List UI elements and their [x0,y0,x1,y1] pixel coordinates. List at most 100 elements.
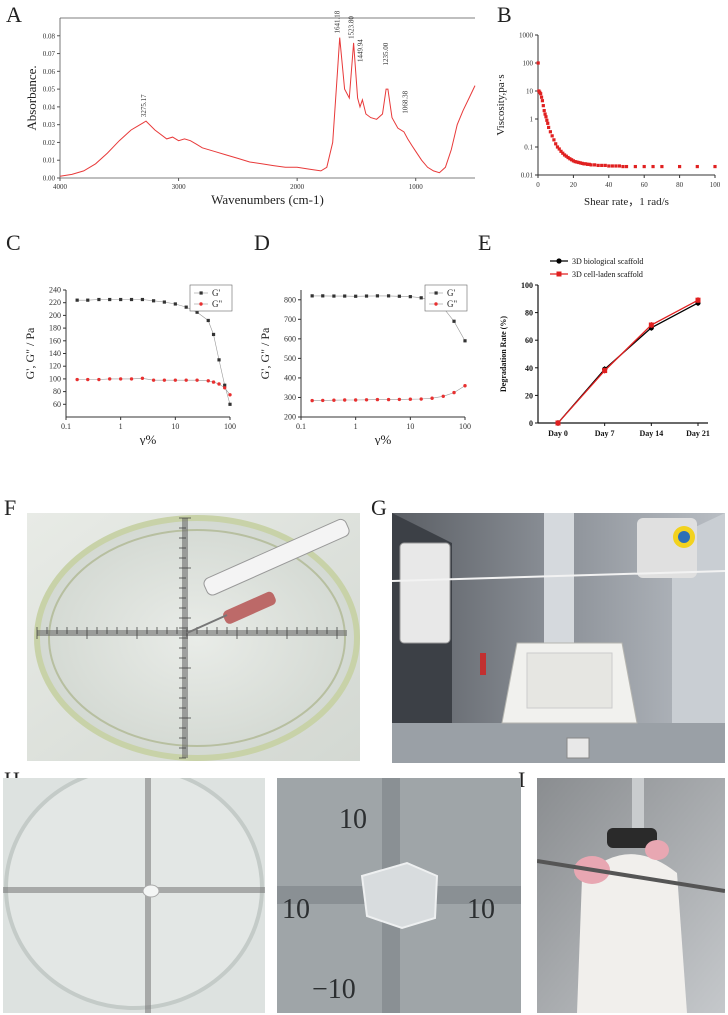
chart-c-y-tick-label: 200 [49,311,61,320]
chart-d-x-tick-label: 1 [354,422,358,431]
svg-text:10: 10 [282,894,310,925]
chart-e-legend-label: 3D cell-laden scaffold [572,270,643,279]
chart-a-y-tick-label: 0.02 [43,139,56,147]
chart-e-series-line [557,299,699,424]
chart-b-point [695,164,699,169]
chart-d-point-gprime [452,319,456,323]
chart-b-point [548,130,552,134]
chart-d-point-gprime [343,294,347,298]
panel-label-i: I [518,767,526,792]
chart-b-point [536,61,540,65]
photo-i-rat-stereotaxic [537,778,725,1013]
chart-e-y-tick-label: 100 [521,281,533,290]
chart-c-legend-marker [199,291,203,295]
chart-a-x-tick-label: 1000 [409,183,424,191]
chart-d-y-label: G', G" / Pa [258,327,272,379]
chart-e-degradation: 0 20 40 60 80 100 Day 0 Day 7 Day 14 Day 21 3D bio… [499,257,710,438]
chart-b-point [550,134,554,138]
chart-b-y-tick-label: 100 [523,60,534,68]
chart-b-point [587,162,591,166]
chart-e-point-cell-laden [555,420,561,426]
chart-b-point [547,125,551,130]
chart-c-point-gprime [173,302,177,306]
chart-b-point [539,95,544,99]
chart-d-x-tick-label: 100 [459,422,471,431]
chart-a-peak-label: 1449.94 [356,39,364,62]
panel-label-a: A [6,2,22,27]
chart-b-point [559,149,563,153]
chart-c-y-tick-label: 100 [49,374,61,383]
chart-b-point [580,161,584,165]
chart-c-point-gdoubleprime [173,378,178,382]
photo-i-illustration [537,778,725,1013]
chart-b-point [585,162,590,166]
chart-c-y-tick-label: 220 [49,298,61,307]
chart-c-point-gprime [228,402,232,406]
chart-a-x-tick-label: 4000 [53,183,68,191]
chart-b-point [544,115,548,119]
chart-e-point-cell-laden [602,368,608,374]
chart-d-modulus: 200 300 400 500 600 700 800 0.1 1 10 100 G'G" γ% G', … [258,284,471,445]
chart-a-y-tick-label: 0.06 [43,68,56,76]
photo-g-bioprinter-chamber [392,513,725,763]
chart-c-point-gprime [75,298,79,302]
chart-d-legend-label: G' [447,288,455,298]
chart-e-series-line [557,302,699,424]
chart-c-point-gdoubleprime [86,377,90,382]
chart-d-point-gdoubleprime [353,398,358,402]
chart-b-x-tick-label: 20 [570,181,578,189]
chart-b-point [561,151,565,155]
chart-b-point [633,164,637,169]
chart-c-point-gdoubleprime [129,377,134,381]
chart-c-point-gdoubleprime [162,378,167,382]
chart-c-point-gdoubleprime [211,380,216,384]
chart-d-legend-box [424,284,468,312]
chart-a-y-tick-label: 0.03 [43,121,56,129]
chart-b-viscosity: 0.01 0.1 1 10 100 1000 0 20 40 60 80 100 Shear rate，… [495,32,721,209]
chart-a-y-tick-label: 0.07 [43,50,56,58]
chart-c-point-gprime [151,299,156,303]
chart-c-y-tick-label: 240 [49,286,61,295]
chart-b-point [539,92,543,96]
chart-b-point [568,157,572,161]
chart-b-point [593,163,597,167]
chart-d-x-label: γ% [374,432,392,445]
chart-b-point [546,121,550,125]
chart-b-point [577,160,581,165]
photo-h-petri-dish-scaffold [3,778,265,1013]
chart-d-point-gprime [364,294,369,298]
chart-e-x-tick-label: Day 14 [639,429,663,438]
chart-d-point-gdoubleprime [364,398,369,402]
chart-c-legend-label: G' [212,288,220,298]
chart-b-point [621,164,625,169]
photo-f-petri-dish-injection [27,513,360,761]
chart-d-point-gdoubleprime [321,398,325,403]
chart-c-point-gdoubleprime [97,377,101,382]
chart-a-peak-label: 1641.18 [334,10,342,33]
chart-d-point-gdoubleprime [441,394,445,398]
chart-d-point-gprime [386,294,391,298]
photo-h-right-illustration: 10 10 10 −10 [277,778,521,1013]
chart-c-y-label: G', G" / Pa [23,327,37,379]
chart-d-y-tick-label: 500 [284,354,296,363]
chart-d-point-gprime [354,294,358,298]
chart-e-y-tick-label: 80 [525,309,533,318]
chart-b-point [571,159,575,163]
chart-b-x-tick-label: 0 [536,181,540,189]
chart-c-x-tick-label: 100 [224,422,236,431]
chart-c-point-gdoubleprime [195,378,199,382]
chart-b-point [617,164,622,168]
chart-b-point [607,164,611,168]
chart-c-legend-label: G" [212,299,222,309]
chart-e-legend-marker [556,258,562,264]
chart-d-point-gprime [463,339,467,343]
chart-c-y-tick-label: 140 [49,349,61,358]
chart-b-point [543,112,547,116]
chart-b-y-tick-label: 0.01 [521,172,534,180]
chart-c-series-line [77,299,231,405]
chart-d-y-tick-label: 600 [284,334,296,343]
chart-c-point-gdoubleprime [217,382,221,386]
chart-c-x-tick-label: 10 [171,422,179,431]
panel-label-e: E [478,230,492,255]
